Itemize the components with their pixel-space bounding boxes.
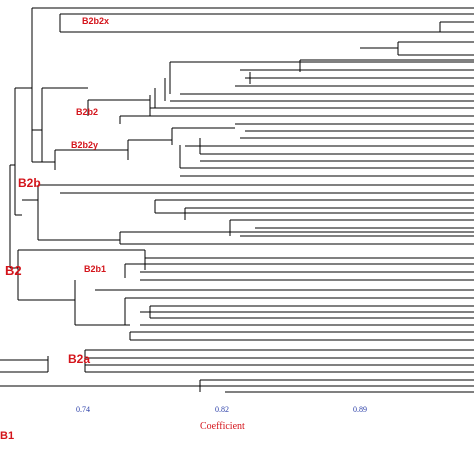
cluster-label-b1: B1 [0, 430, 15, 442]
axis-tick-label: 0.82 [215, 405, 229, 414]
cluster-label-b2b2: B2b2 [76, 107, 99, 117]
axis-title: Coefficient [200, 421, 245, 432]
axis-tick-label: 0.89 [353, 405, 367, 414]
cluster-label-b2b2y: B2b2y [71, 140, 99, 150]
cluster-label-b2b1: B2b1 [84, 264, 107, 274]
cluster-label-b2: B2 [5, 263, 22, 278]
cluster-label-b2b2x: B2b2x [82, 16, 110, 26]
cluster-label-b2a: B2a [68, 352, 91, 366]
cluster-label-b2b: B2b [18, 176, 41, 190]
axis-tick-label: 0.74 [76, 405, 90, 414]
